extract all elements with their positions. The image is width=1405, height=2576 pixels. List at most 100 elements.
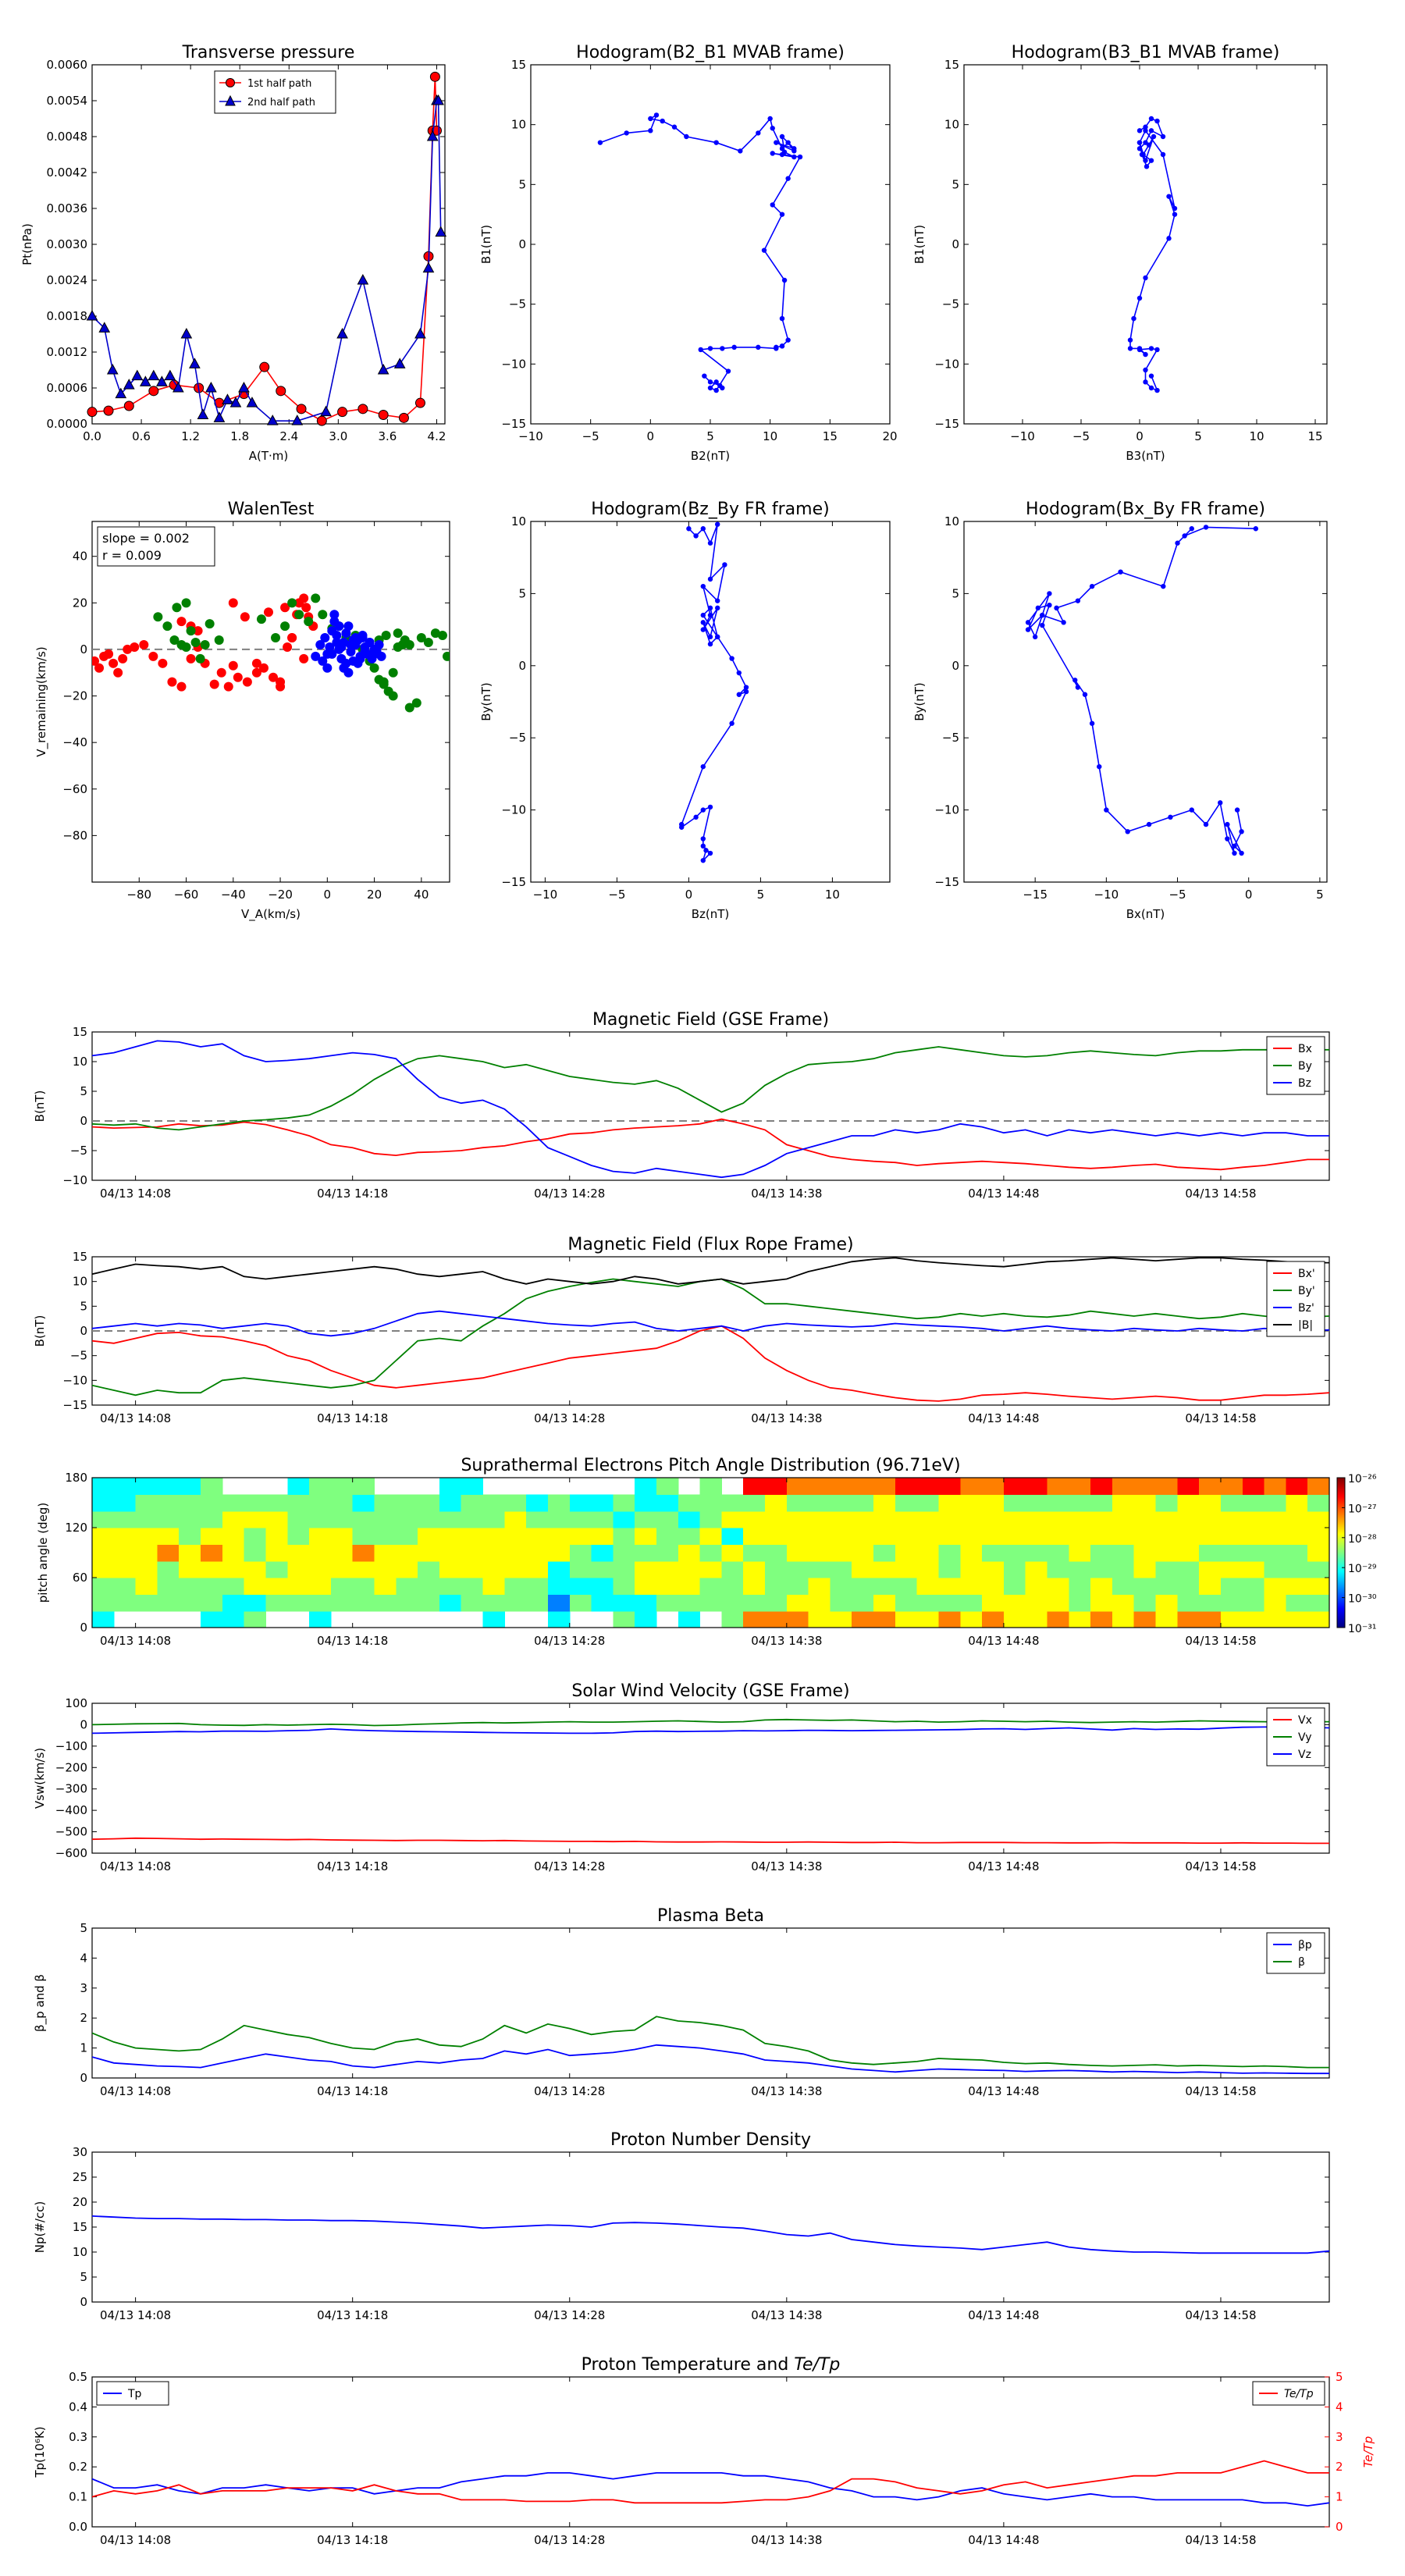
heatmap-cell: [461, 1594, 484, 1612]
scatter-point: [301, 603, 311, 613]
hodogram-point: [1054, 605, 1059, 611]
hodogram-point: [700, 627, 706, 632]
scatter-point: [139, 639, 149, 649]
y-tick-label: 0: [80, 642, 87, 656]
hodogram-point: [693, 533, 699, 539]
heatmap-cell: [1155, 1594, 1178, 1612]
heatmap-cell: [244, 1510, 267, 1528]
heatmap-cell: [1090, 1494, 1113, 1512]
heatmap-cell: [222, 1560, 245, 1578]
x-tick-label: 04/13 14:18: [317, 1634, 388, 1648]
plot-frame: [91, 2151, 1330, 2303]
legend-box: [1266, 1932, 1325, 1974]
heatmap-cell: [418, 1510, 440, 1528]
scatter-point: [167, 677, 177, 687]
legend-label: Vx: [1298, 1714, 1312, 1727]
hodogram-point: [715, 605, 720, 611]
series-Bz: [92, 1040, 1329, 1179]
heatmap-cell: [92, 1510, 115, 1528]
scatter-point: [346, 646, 356, 656]
x-axis-label: Bz(nT): [692, 907, 730, 921]
y-axis-label: Vsw(km/s): [33, 1748, 47, 1809]
y-tick-label: 100: [65, 1696, 87, 1710]
heatmap-cell: [201, 1578, 223, 1595]
heatmap-cell: [1069, 1528, 1091, 1545]
hodogram-point: [1040, 622, 1045, 628]
heatmap-cell: [1286, 1594, 1308, 1612]
hodogram-point: [648, 128, 653, 133]
scatter-point: [162, 621, 173, 632]
heatmap-cell: [569, 1510, 592, 1528]
heatmap-cell: [1069, 1578, 1091, 1595]
heatmap-cell: [265, 1578, 288, 1595]
scatter-point: [430, 628, 440, 639]
scatter-point: [108, 658, 119, 668]
heatmap-cell: [743, 1528, 766, 1545]
heatmap-cell: [1199, 1610, 1222, 1628]
heatmap-cell: [287, 1544, 310, 1562]
heatmap-cell: [960, 1528, 983, 1545]
heatmap-cell: [396, 1494, 418, 1512]
heatmap-cell: [179, 1544, 201, 1562]
x-tick-label: 04/13 14:08: [100, 1634, 171, 1648]
heatmap-cell: [330, 1494, 354, 1512]
heatmap-cell: [179, 1494, 201, 1512]
scatter-point: [423, 637, 433, 647]
x-tick-label: 0: [647, 429, 655, 443]
heatmap-cell: [1069, 1560, 1091, 1578]
heatmap-cell: [1220, 1560, 1243, 1578]
hodogram-point: [1148, 385, 1154, 391]
y-tick-label: −15: [62, 1398, 87, 1412]
heatmap-cell: [526, 1528, 549, 1545]
scatter-point: [258, 663, 269, 673]
x-tick-label: 40: [414, 888, 429, 902]
scatter-point: [242, 677, 252, 687]
heatmap-cell: [1286, 1578, 1308, 1595]
hodogram-point: [1136, 347, 1143, 353]
plot-frame: [91, 1031, 1330, 1181]
heatmap-cell: [1242, 1494, 1265, 1512]
hodogram-point: [1125, 829, 1130, 834]
hodogram-point: [1148, 116, 1154, 122]
heatmap-cell: [179, 1594, 201, 1612]
heatmap-cell: [482, 1610, 505, 1628]
heatmap-cell: [157, 1478, 180, 1495]
heatmap-cell: [330, 1578, 354, 1595]
heatmap-cell: [1112, 1544, 1135, 1562]
heatmap-cell: [113, 1494, 137, 1512]
hodogram-point: [1072, 678, 1078, 683]
y-tick-label: −15: [934, 417, 959, 431]
heatmap-cell: [244, 1578, 267, 1595]
y-tick-label: 0.0054: [47, 94, 88, 108]
y-tick-label: 0.0000: [47, 417, 88, 431]
heatmap-cell: [265, 1560, 288, 1578]
hodogram-point: [684, 133, 689, 140]
heatmap-cell: [157, 1494, 180, 1512]
heatmap-cell: [786, 1560, 809, 1578]
y-axis-label: Np(#/cc): [33, 2201, 47, 2254]
scatter-point: [205, 619, 215, 629]
heatmap-cell: [808, 1594, 831, 1612]
scatter-point: [104, 649, 114, 659]
heatmap-cell: [1177, 1578, 1200, 1595]
legend-label: Bx: [1298, 1043, 1312, 1055]
heatmap-cell: [678, 1510, 701, 1528]
heatmap-cell: [201, 1610, 223, 1628]
heatmap-cell: [656, 1560, 679, 1578]
heatmap-cell: [330, 1560, 354, 1578]
hodogram-point: [1143, 379, 1148, 385]
x-tick-label: 5: [1194, 429, 1202, 443]
y-tick-label: 0: [951, 659, 959, 673]
y-axis-label: B(nT): [33, 1315, 47, 1347]
data-point: [180, 327, 193, 339]
heatmap-cell: [1090, 1478, 1113, 1495]
hodogram-point: [700, 858, 706, 863]
hodogram-point: [1160, 133, 1166, 140]
heatmap-cell: [1286, 1560, 1308, 1578]
legend-label: |B|: [1298, 1319, 1313, 1332]
hodogram-point: [1143, 158, 1148, 163]
x-tick-label: 04/13 14:38: [751, 1187, 822, 1201]
scatter-point: [123, 644, 133, 654]
x-tick-label: 04/13 14:08: [100, 2533, 171, 2547]
heatmap-cell: [938, 1560, 961, 1578]
